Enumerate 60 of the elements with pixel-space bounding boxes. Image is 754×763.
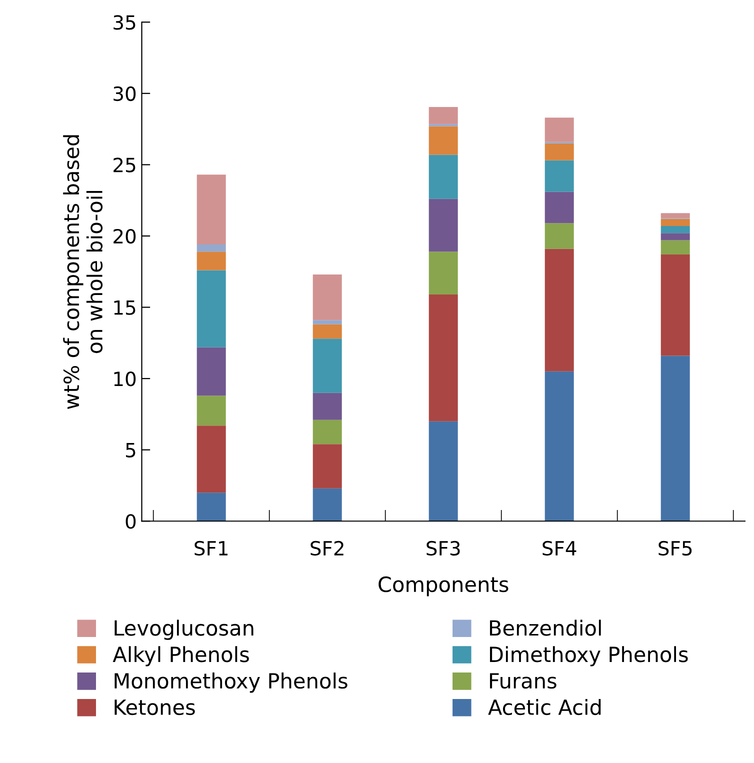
bar xyxy=(544,248,574,372)
bar xyxy=(428,126,458,155)
y-tick-label: 30 xyxy=(114,86,136,102)
y-tick-label: 35 xyxy=(114,15,136,30)
bar xyxy=(196,492,226,522)
bar xyxy=(660,240,690,255)
bar xyxy=(544,160,574,192)
bar xyxy=(312,324,342,339)
x-tick-label: SF4 xyxy=(542,540,576,556)
x-tick-label: SF1 xyxy=(194,540,228,556)
y-tick-label: 0 xyxy=(126,514,136,529)
legend-label: Benzendiol xyxy=(490,620,601,636)
legend-label: Monomethoxy Phenols xyxy=(114,672,348,693)
bar xyxy=(544,223,574,249)
y-tick-label: 15 xyxy=(114,300,136,315)
bar xyxy=(428,252,458,294)
x-axis-title: Components xyxy=(378,576,508,596)
bar xyxy=(196,174,226,245)
bar xyxy=(196,347,226,396)
bar xyxy=(428,294,458,422)
y-tick-label: 20 xyxy=(114,228,136,244)
bar xyxy=(544,118,574,142)
legend-label: Furans xyxy=(490,673,556,689)
bar xyxy=(312,392,342,420)
legend-label: Alkyl Phenols xyxy=(112,646,249,666)
y-tick-label: 5 xyxy=(126,443,136,458)
bar xyxy=(196,396,226,426)
bar xyxy=(196,244,226,252)
bar xyxy=(660,213,690,218)
y-tick-label: 10 xyxy=(114,372,136,386)
bar xyxy=(660,226,690,234)
legend-label: Levoglucosan xyxy=(114,620,254,640)
legend-label: Ketones xyxy=(114,700,195,716)
bar xyxy=(544,192,574,224)
bar xyxy=(196,252,226,270)
bar xyxy=(312,488,342,522)
y-axis-title: wt% of components based on whole bio-oil xyxy=(63,135,103,410)
bar xyxy=(544,143,574,160)
bar xyxy=(312,420,342,444)
x-tick-label: SF3 xyxy=(426,540,460,556)
bar xyxy=(428,106,458,124)
bar xyxy=(312,320,342,324)
bar xyxy=(196,426,226,493)
bar xyxy=(312,444,342,488)
y-tick-label: 25 xyxy=(114,158,136,172)
x-tick-label: SF2 xyxy=(310,540,344,556)
bar xyxy=(660,218,690,226)
legend-label: Dimethoxy Phenols xyxy=(490,646,688,666)
x-tick-label: SF5 xyxy=(658,540,692,556)
bar xyxy=(544,371,574,522)
bar xyxy=(312,274,342,320)
legend-label: Acetic Acid xyxy=(488,698,601,716)
bar xyxy=(428,421,458,522)
bar xyxy=(428,154,458,199)
bar xyxy=(660,356,690,522)
bar xyxy=(660,254,690,356)
bar xyxy=(428,198,458,252)
bar xyxy=(660,233,690,240)
bar xyxy=(312,338,342,393)
bar xyxy=(196,270,226,348)
